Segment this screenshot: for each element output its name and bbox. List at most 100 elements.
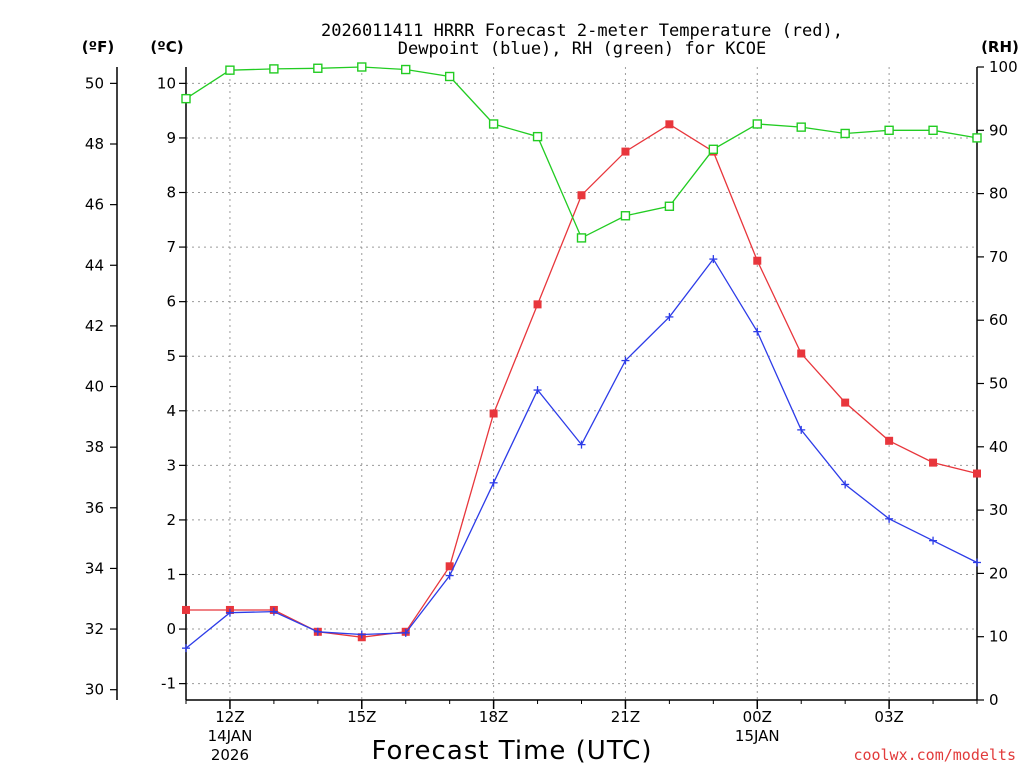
x-tick-label: 21Z [611,708,640,726]
temperature-point [753,256,762,265]
fahrenheit-tick-label: 42 [85,317,104,335]
dewpoint-point [533,386,542,395]
temperature-line [186,123,978,638]
x-tick-year-label: 2026 [211,746,249,764]
x-tick-date-label: 15JAN [735,727,780,745]
temperature-point [445,562,454,571]
rh-tick-label: 60 [989,311,1008,329]
fahrenheit-tick-label: 34 [85,559,104,577]
relative-humidity-point [313,63,323,73]
fahrenheit-tick-label: 38 [85,438,104,456]
dewpoint-point [929,536,938,545]
celsius-tick-label: 2 [166,511,176,529]
dewpoint-point [357,630,366,639]
temperature-point [797,349,806,358]
fahrenheit-tick-label: 46 [85,196,104,214]
celsius-tick-label: 8 [166,184,176,202]
relative-humidity-point [488,119,499,129]
dewpoint-point [313,627,322,636]
relative-humidity-point [664,201,675,211]
relative-humidity-point [444,71,455,82]
dewpoint-point [445,571,454,580]
temperature-point [885,436,894,445]
grid-lines [186,67,977,700]
celsius-tick-label: 5 [166,347,176,365]
fahrenheit-tick-label: 36 [85,499,104,517]
celsius-tick-label: 4 [166,402,176,420]
dewpoint-point [885,514,894,523]
rh-tick-label: 100 [989,58,1018,76]
fahrenheit-tick-label: 48 [85,135,104,153]
rh-unit-label: (RH) [981,38,1019,56]
x-tick-label: 18Z [479,708,508,726]
fahrenheit-tick-label: 30 [85,681,104,699]
rh-tick-label: 10 [989,628,1008,646]
fahrenheit-tick-label: 32 [85,620,104,638]
dewpoint-point [401,628,410,637]
dewpoint-point [665,312,674,321]
dewpoint-line [185,257,978,649]
dewpoint-point [841,480,850,489]
rh-tick-label: 50 [989,375,1008,393]
axes [110,66,984,709]
relative-humidity-point [884,125,894,136]
rh-tick-label: 70 [989,248,1008,266]
dewpoint-point [621,356,630,365]
dewpoint-point [709,255,718,264]
dewpoint-point [973,558,981,567]
relative-humidity-point [840,128,850,139]
temperature-point [929,458,938,467]
dewpoint-point [797,425,806,434]
rh-tick-label: 80 [989,185,1008,203]
dewpoint-point [489,478,498,487]
relative-humidity-line [185,66,978,239]
celsius-tick-label: 10 [157,74,176,92]
relative-humidity-point [401,64,411,75]
fahrenheit-tick-label: 40 [85,378,104,396]
data-series [181,62,982,653]
rh-tick-label: 20 [989,564,1008,582]
temperature-point [973,469,981,478]
chart-title-line-2: Dewpoint (blue), RH (green) for KCOE [398,39,766,59]
temperature-point [533,300,542,309]
temperature-point [841,398,850,407]
relative-humidity-point [796,122,806,132]
temperature-point [182,605,190,614]
rh-tick-label: 90 [989,121,1008,139]
dewpoint-point [269,607,278,616]
dewpoint-point [182,644,190,653]
x-tick-label: 00Z [743,708,772,726]
temperature-point [577,191,586,200]
relative-humidity-point [620,211,631,221]
celsius-tick-label: 3 [166,456,176,474]
relative-humidity-point [357,62,367,72]
x-tick-label: 15Z [347,708,376,726]
celsius-tick-label: 1 [166,565,176,583]
fahrenheit-tick-label: 44 [85,256,104,274]
relative-humidity-point [181,93,191,104]
chart-title-line-1: 2026011411 HRRR Forecast 2-meter Tempera… [321,21,843,41]
celsius-tick-label: -1 [161,675,176,693]
dewpoint-point [753,327,762,336]
relative-humidity-point [928,125,938,136]
x-tick-label: 12Z [215,708,244,726]
fahrenheit-unit-label: (ºF) [82,38,114,56]
celsius-tick-label: 9 [166,129,176,147]
dewpoint-point [577,440,586,449]
x-tick-label: 03Z [874,708,903,726]
rh-tick-label: 0 [989,691,999,709]
relative-humidity-point [972,133,982,143]
x-tick-date-label: 14JAN [208,727,253,745]
temperature-point [621,147,630,156]
fahrenheit-tick-label: 50 [85,74,104,92]
tick-labels: -101234567891030323436384042444648500102… [85,58,1018,764]
credit-text: coolwx.com/modelts [853,746,1016,764]
temperature-point [489,409,498,418]
dewpoint-point [225,608,234,617]
relative-humidity-point [576,233,587,243]
rh-tick-label: 40 [989,438,1008,456]
celsius-unit-label: (ºC) [150,38,183,56]
relative-humidity-point [752,119,762,129]
celsius-tick-label: 7 [166,238,176,256]
